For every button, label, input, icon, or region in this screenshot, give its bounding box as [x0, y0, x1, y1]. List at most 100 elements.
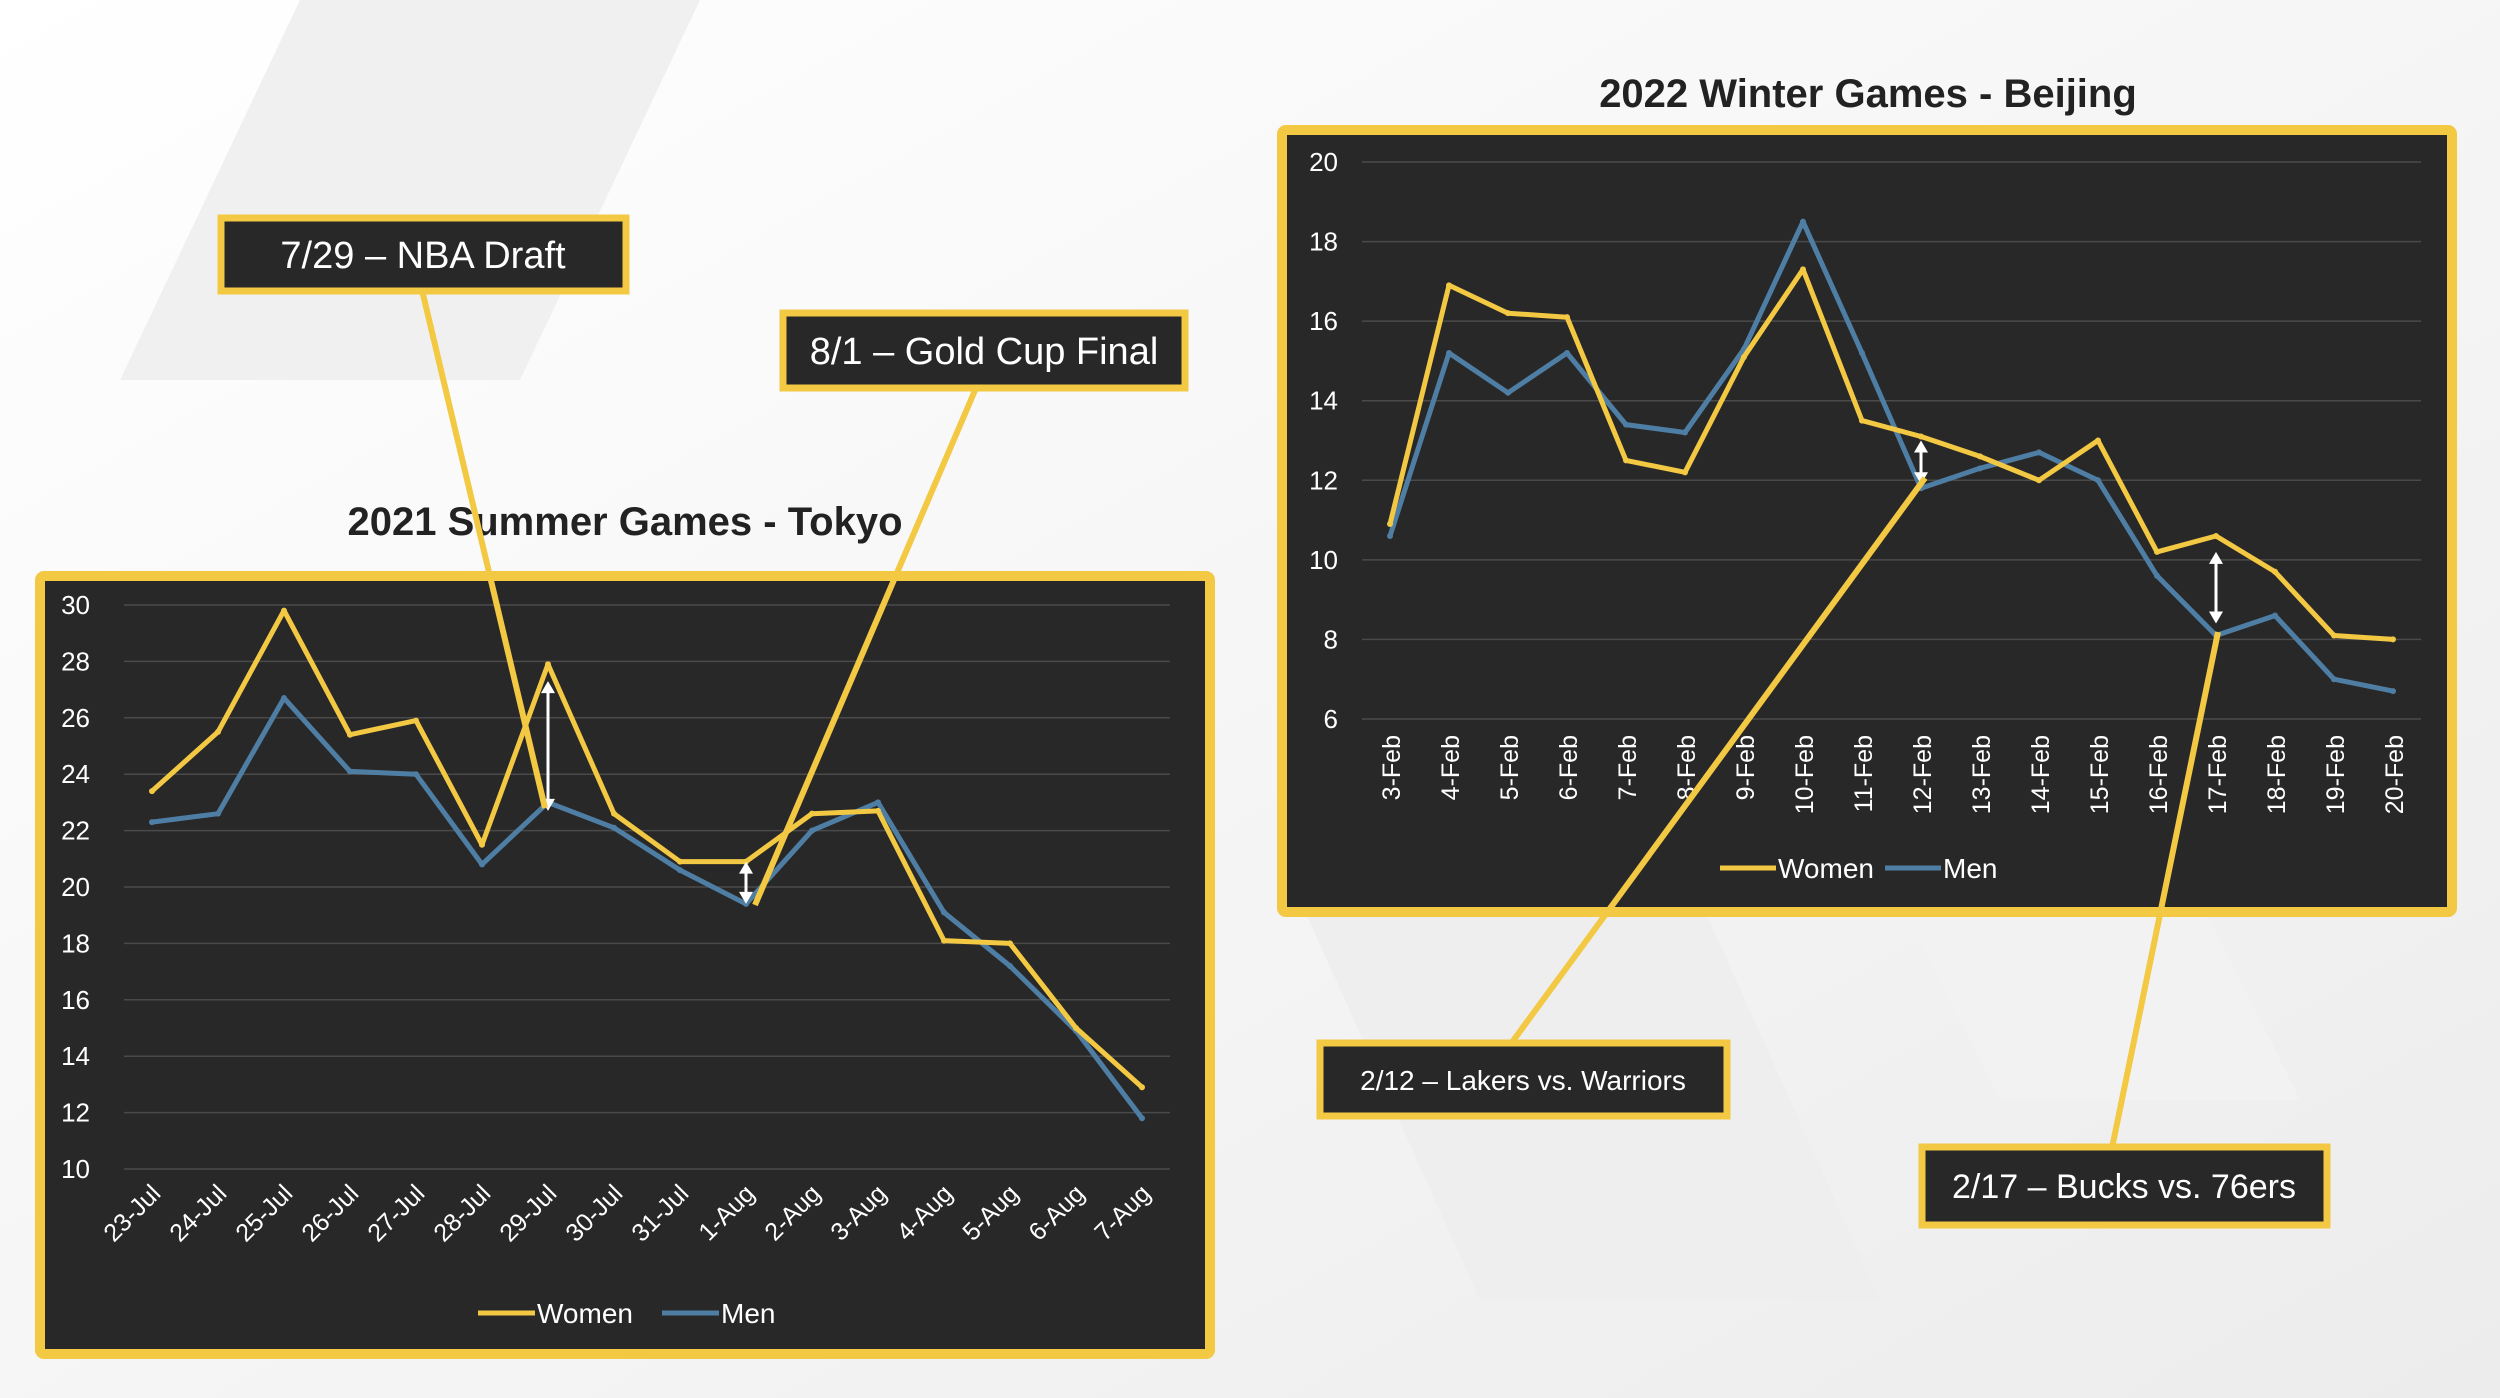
legend-men-label: Men: [1943, 853, 1997, 884]
data-point-men: [1859, 349, 1865, 356]
y-tick-label: 20: [1309, 147, 1338, 177]
series-lines: [1387, 218, 2396, 695]
callout-text: 8/1 – Gold Cup Final: [810, 331, 1159, 373]
data-point-men: [2272, 612, 2278, 619]
data-point-men: [1505, 389, 1511, 396]
data-point-women: [1073, 1025, 1079, 1031]
data-point-men: [2095, 477, 2101, 484]
data-point-men: [347, 768, 353, 775]
data-point-women: [2036, 477, 2042, 484]
data-point-women: [413, 717, 419, 724]
data-point-women: [1623, 457, 1629, 464]
data-point-men: [149, 819, 155, 826]
data-point-men: [677, 867, 683, 874]
data-point-women: [1859, 417, 1865, 424]
data-point-men: [2036, 449, 2042, 456]
data-point-women: [2213, 532, 2219, 539]
x-tick-label: 12-Feb: [1909, 735, 1937, 814]
data-point-men: [2390, 688, 2396, 695]
series-line-men: [149, 695, 1145, 1121]
gap-arrow-head: [2209, 551, 2223, 564]
x-tick-label: 7-Feb: [1614, 735, 1642, 800]
data-point-men: [413, 771, 419, 778]
callout-lakers-warriors: 2/12 – Lakers vs. Warriors: [1316, 1039, 1731, 1120]
callout-text: 2/12 – Lakers vs. Warriors: [1360, 1065, 1686, 1096]
data-point-men: [1387, 532, 1393, 539]
data-point-men: [1564, 349, 1570, 356]
chart-title: 2022 Winter Games - Beijing: [1599, 72, 2137, 116]
gap-arrow-head: [541, 681, 555, 694]
data-point-women: [347, 731, 353, 738]
x-tick-label: 16-Feb: [2145, 735, 2173, 814]
data-point-women: [2390, 636, 2396, 643]
callout-box: [217, 214, 630, 295]
data-point-women: [215, 728, 221, 735]
data-point-women: [1682, 469, 1688, 476]
data-point-men: [1623, 421, 1629, 428]
y-tick-label: 14: [1309, 386, 1338, 416]
gap-arrow-head: [739, 891, 753, 904]
callout-bucks-76ers: 2/17 – Bucks vs. 76ers: [1918, 1143, 2331, 1229]
data-point-women: [281, 607, 287, 614]
data-point-women: [875, 807, 881, 814]
data-point-women: [809, 810, 815, 817]
callout-nba-draft: 7/29 – NBA Draft: [217, 214, 630, 295]
data-point-women: [2331, 632, 2337, 639]
x-tick-label: 5-Feb: [1496, 735, 1524, 800]
x-tick-label: 13-Feb: [1968, 735, 1996, 814]
y-tick-label: 30: [61, 590, 90, 620]
data-point-men: [875, 799, 881, 806]
chart-frame: [1277, 125, 2457, 917]
y-tick-label: 22: [61, 816, 90, 846]
data-point-women: [1007, 940, 1013, 947]
data-point-women: [941, 937, 947, 944]
gap-arrow-head: [1914, 440, 1928, 453]
x-tick-label: 19-Feb: [2322, 735, 2350, 814]
data-point-men: [941, 909, 947, 916]
leader-line-lakers-warriors: [1507, 476, 1928, 1047]
gap-arrow-head: [2209, 611, 2223, 624]
series-lines: [149, 607, 1145, 1122]
gap-arrows: [1914, 440, 2223, 624]
x-tick-label: 14-Feb: [2027, 735, 2055, 814]
x-tick-label: 3-Feb: [1378, 735, 1406, 800]
gap-arrows: [541, 681, 753, 904]
data-point-men: [215, 810, 221, 817]
data-point-men: [1800, 218, 1806, 225]
x-tick-label: 20-Feb: [2381, 735, 2409, 814]
gap-arrow: [739, 861, 753, 904]
callout-gold-cup: 8/1 – Gold Cup Final: [779, 309, 1189, 392]
data-point-women: [479, 841, 485, 848]
y-tick-label: 18: [1309, 227, 1338, 257]
grid-lines: [1362, 161, 2421, 720]
y-tick-label: 26: [61, 703, 90, 733]
y-axis: 10 12 14 16 18 20 22 24 26 28 30: [61, 590, 90, 1184]
y-tick-label: 16: [1309, 306, 1338, 336]
callout-text: 7/29 – NBA Draft: [280, 235, 566, 277]
legend: Women Men: [1720, 853, 1997, 884]
x-tick-label: 10-Feb: [1791, 735, 1819, 814]
gap-arrow: [2209, 551, 2223, 624]
callout-text: 2/17 – Bucks vs. 76ers: [1952, 1168, 2296, 1206]
y-tick-label: 12: [61, 1098, 90, 1128]
x-axis: 3-Feb 4-Feb 5-Feb 6-Feb 7-Feb 8-Feb 9-Feb 10-Fe…: [1378, 735, 2409, 814]
y-tick-label: 28: [61, 646, 90, 676]
x-tick-label: 4-Feb: [1437, 735, 1465, 800]
data-point-men: [2331, 676, 2337, 683]
x-tick-label: 9-Feb: [1732, 735, 1760, 800]
callout-box: [1918, 1143, 2331, 1229]
y-tick-label: 16: [61, 985, 90, 1015]
series-line-women: [1387, 266, 2396, 642]
callout-box: [1316, 1039, 1731, 1120]
y-tick-label: 10: [1309, 545, 1338, 575]
x-tick-label: 17-Feb: [2204, 735, 2232, 814]
data-point-men: [479, 861, 485, 868]
data-point-women: [611, 810, 617, 817]
data-point-men: [2154, 572, 2160, 579]
data-point-women: [149, 788, 155, 795]
x-tick-label: 11-Feb: [1850, 735, 1878, 812]
gap-arrow-head: [739, 861, 753, 874]
y-tick-label: 18: [61, 928, 90, 958]
data-point-women: [677, 858, 683, 865]
